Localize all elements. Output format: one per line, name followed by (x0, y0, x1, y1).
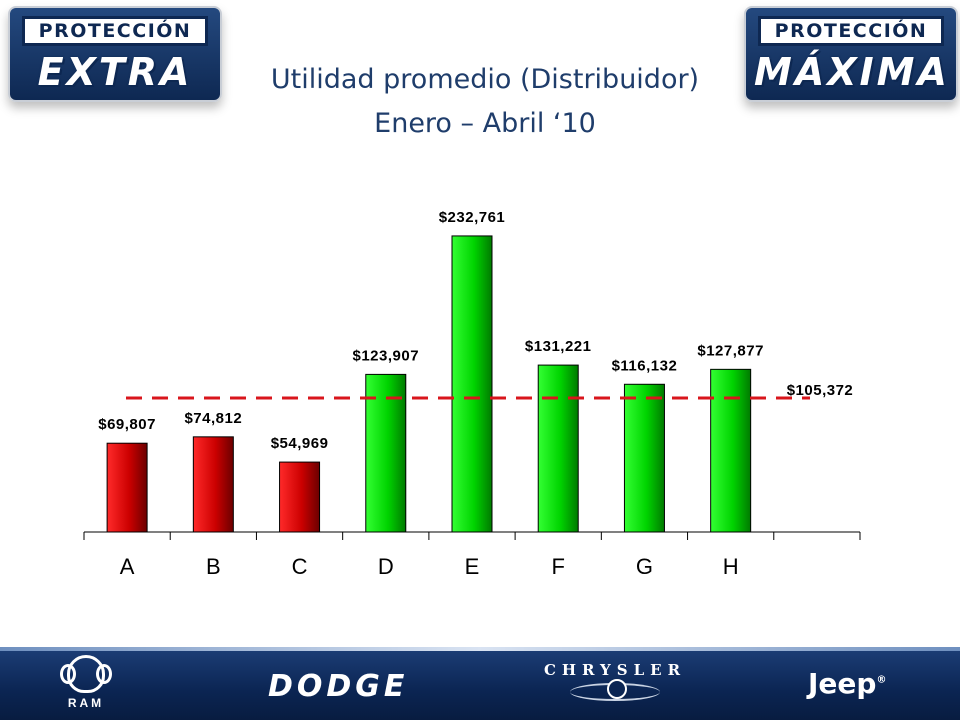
bar-G (623, 383, 665, 533)
ram-logo: RAM (56, 655, 116, 713)
chrysler-logo: CHRYSLER (540, 661, 690, 701)
bar-D (365, 373, 407, 533)
proteccion-maxima-logo: PROTECCIÓN MÁXIMA (744, 6, 958, 102)
axis-layer (83, 396, 861, 540)
data-label-E: $232,761 (439, 209, 506, 226)
title-line-2: Enero – Abril ‘10 (374, 108, 596, 139)
slide-title: Utilidad promedio (Distribuidor) Enero –… (200, 58, 770, 146)
footer-brand-bar: RAM DODGE CHRYSLER Jeep® (0, 647, 960, 720)
data-label-B: $74,812 (184, 410, 242, 427)
category-label-B: B (206, 554, 221, 579)
bar-C (279, 461, 321, 533)
jeep-wordmark: Jeep (808, 667, 877, 700)
category-label-A: A (120, 554, 135, 579)
data-label-H: $127,877 (697, 342, 764, 359)
bars-layer (106, 235, 752, 533)
category-label-E: E (465, 554, 480, 579)
category-label-C: C (292, 554, 308, 579)
title-line-1: Utilidad promedio (Distribuidor) (270, 64, 700, 95)
logo-main-text: MÁXIMA (754, 50, 950, 94)
category-label-G: G (636, 554, 653, 579)
ram-wordmark: RAM (67, 696, 105, 710)
data-label-D: $123,907 (352, 347, 419, 364)
jeep-logo: Jeep® (808, 667, 887, 700)
bar-A (106, 442, 148, 533)
data-label-C: $54,969 (271, 435, 329, 452)
bar-H (710, 368, 752, 533)
ram-head-icon (60, 655, 112, 693)
category-label-F: F (551, 554, 564, 579)
logo-main-text: EXTRA (37, 50, 193, 94)
average-reference-label: $105,372 (787, 382, 854, 399)
footer-gloss (0, 647, 960, 651)
labels-layer: $69,807 A $74,812 B $54,969 C $123,907 D $232,76… (98, 209, 853, 579)
category-label-H: H (723, 554, 739, 579)
data-label-G: $116,132 (612, 357, 678, 374)
data-label-A: $69,807 (98, 416, 156, 433)
chrysler-wings-icon (570, 679, 660, 701)
chrysler-wordmark: CHRYSLER (543, 661, 687, 679)
category-label-D: D (378, 554, 394, 579)
logo-top-text: PROTECCIÓN (758, 16, 944, 46)
proteccion-extra-logo: PROTECCIÓN EXTRA (8, 6, 222, 102)
bar-E (451, 235, 493, 533)
bar-F (537, 364, 579, 533)
bar-B (192, 436, 234, 533)
dodge-logo: DODGE (268, 669, 409, 704)
data-label-F: $131,221 (525, 338, 592, 355)
logo-top-text: PROTECCIÓN (22, 16, 208, 46)
